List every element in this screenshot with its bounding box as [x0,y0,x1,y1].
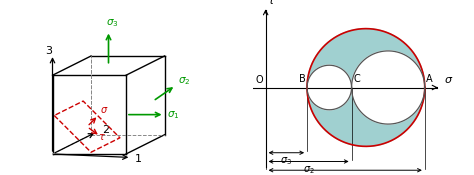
Text: O: O [255,75,263,85]
Text: $\sigma_2$: $\sigma_2$ [303,164,314,175]
Text: A: A [426,74,433,84]
Text: $\sigma_1$: $\sigma_1$ [339,173,351,175]
Text: $\sigma_3$: $\sigma_3$ [106,17,118,29]
Text: $\tau$: $\tau$ [98,132,106,142]
Text: C: C [353,74,360,84]
Text: $\sigma_3$: $\sigma_3$ [281,156,292,167]
Polygon shape [307,65,352,110]
Polygon shape [307,29,425,146]
Polygon shape [352,51,425,124]
Text: $\tau$: $\tau$ [267,0,276,6]
Text: 3: 3 [46,46,53,56]
Text: $\sigma_1$: $\sigma_1$ [167,109,180,121]
Text: $\sigma$: $\sigma$ [444,75,453,85]
Text: 1: 1 [135,154,142,164]
Text: $\sigma_2$: $\sigma_2$ [178,76,191,88]
Text: B: B [299,74,305,84]
Text: 2: 2 [102,125,109,135]
Text: $\sigma$: $\sigma$ [100,105,108,115]
